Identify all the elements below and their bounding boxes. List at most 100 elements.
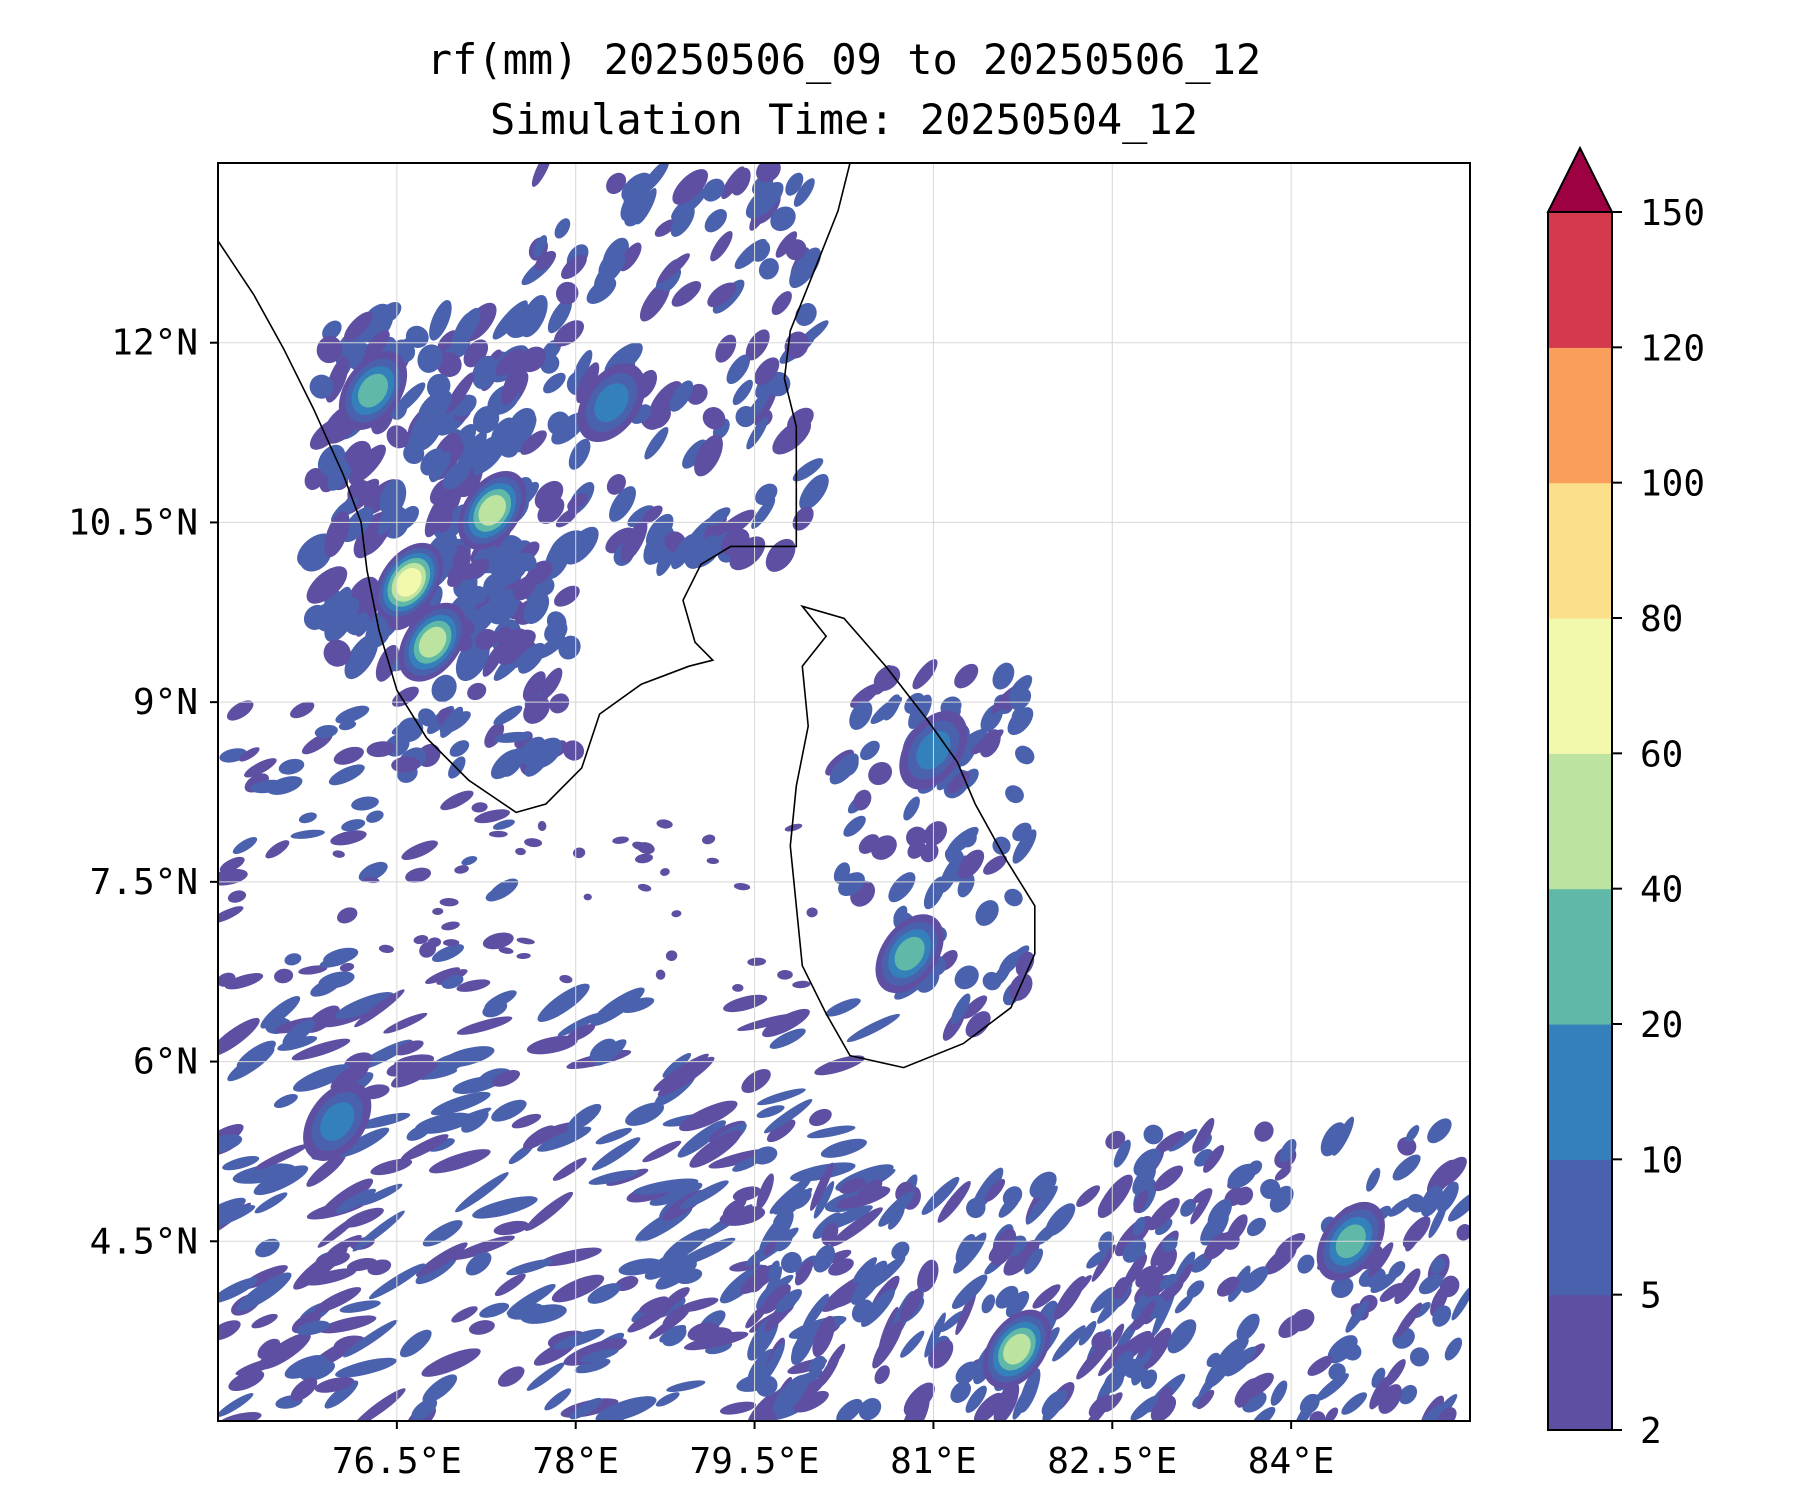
rain-cell <box>437 330 458 352</box>
rain-cell <box>1174 1294 1194 1314</box>
rain-cell <box>642 1140 682 1163</box>
rain-cell <box>1366 1167 1381 1192</box>
rain-cell <box>1203 1232 1231 1260</box>
rain-cell <box>334 992 394 1019</box>
rain-cell <box>244 758 277 778</box>
rain-cell <box>344 440 372 470</box>
rain-cell <box>273 1094 298 1108</box>
rain-cell <box>928 1339 954 1369</box>
rain-cell <box>488 581 506 605</box>
rain-cell <box>669 380 694 412</box>
rain-cell <box>291 1038 351 1061</box>
rain-cell <box>314 1287 362 1313</box>
rain-cell <box>924 1312 946 1358</box>
rain-cell <box>1397 1137 1417 1156</box>
rain-cell <box>870 696 903 724</box>
rain-cell <box>461 856 478 866</box>
rain-cell <box>655 1260 697 1290</box>
rain-cell <box>539 1247 602 1267</box>
rain-cell <box>516 952 531 960</box>
rain-cell <box>445 372 475 413</box>
rain-cell <box>534 250 557 271</box>
rain-cell <box>391 686 419 707</box>
rain-cell <box>633 1178 699 1195</box>
rain-cell <box>756 1173 774 1210</box>
rain-cell <box>394 382 426 414</box>
rain-cell <box>792 458 824 482</box>
rain-cell <box>375 644 399 682</box>
rain-cell <box>1260 1178 1281 1200</box>
rain-cell <box>769 1028 806 1049</box>
rain-cell <box>493 705 523 726</box>
rain-cell <box>1011 707 1026 724</box>
rain-cell <box>537 1126 592 1152</box>
rain-cell <box>1241 1266 1269 1293</box>
rain-cell <box>1026 1185 1058 1225</box>
rain-cell <box>484 990 517 1010</box>
rain-cell <box>1432 1305 1452 1327</box>
rain-cell <box>319 1315 377 1334</box>
rain-cell <box>218 1277 258 1303</box>
rain-cell <box>1203 1144 1225 1173</box>
rain-cell <box>422 1374 458 1403</box>
rain-cell <box>609 486 636 522</box>
rain-cell <box>451 1306 478 1323</box>
rain-cell <box>1024 1248 1044 1275</box>
rain-cell <box>232 1163 296 1184</box>
rain-cell <box>391 1060 438 1088</box>
rain-cell <box>715 509 756 540</box>
rain-cell <box>937 1180 971 1223</box>
rain-cell <box>792 980 811 989</box>
rain-cell <box>777 969 793 980</box>
rain-cell <box>814 1055 865 1076</box>
rain-cell <box>467 682 487 701</box>
rain-cell <box>754 357 780 386</box>
y-tick-label: 7.5°N <box>90 862 198 903</box>
rain-cell <box>328 764 365 786</box>
rain-cell <box>732 983 744 992</box>
rain-cell <box>921 1176 960 1215</box>
rain-cell <box>469 586 488 604</box>
rain-cell <box>775 231 798 258</box>
rain-cell <box>549 693 570 714</box>
y-tick-label: 9°N <box>133 682 198 723</box>
rain-cell <box>1143 1124 1164 1145</box>
rain-cell <box>357 373 389 408</box>
rain-cell <box>1162 1236 1178 1253</box>
rain-cell <box>1379 1283 1404 1302</box>
rain-cell <box>299 539 332 572</box>
rain-cell <box>793 178 815 207</box>
rain-cell <box>554 218 571 239</box>
rain-cell <box>843 815 866 837</box>
rain-cell <box>522 1125 556 1150</box>
rain-cell <box>411 407 441 441</box>
rain-cell <box>1052 1325 1086 1362</box>
rain-cell <box>975 900 999 926</box>
rain-cell <box>662 1228 711 1263</box>
colorbar-segment <box>1548 1159 1612 1296</box>
rain-cell <box>523 696 550 724</box>
rain-cell <box>833 862 851 884</box>
rain-cell <box>1327 1335 1358 1364</box>
rain-cell <box>1341 1392 1368 1415</box>
rain-cell <box>606 172 627 195</box>
rain-cell <box>979 729 1001 758</box>
rain-cell <box>955 1361 979 1384</box>
rain-cell <box>1402 1216 1431 1248</box>
rain-cell <box>254 1143 309 1170</box>
colorbar-tick-label: 100 <box>1640 464 1705 505</box>
rain-cell <box>518 642 546 674</box>
rain-cell <box>671 281 702 307</box>
rain-cell <box>553 1328 605 1350</box>
rain-cell <box>478 495 506 526</box>
colorbar-tick-label: 20 <box>1640 1005 1683 1046</box>
rain-cell <box>335 1357 397 1378</box>
rain-cell <box>1133 1148 1162 1177</box>
rain-cell <box>552 1157 587 1181</box>
map-frame <box>217 162 1471 1422</box>
rain-cell <box>540 667 563 700</box>
rain-cell <box>639 281 671 322</box>
rain-cell <box>689 1130 742 1168</box>
rain-cell <box>449 740 470 757</box>
